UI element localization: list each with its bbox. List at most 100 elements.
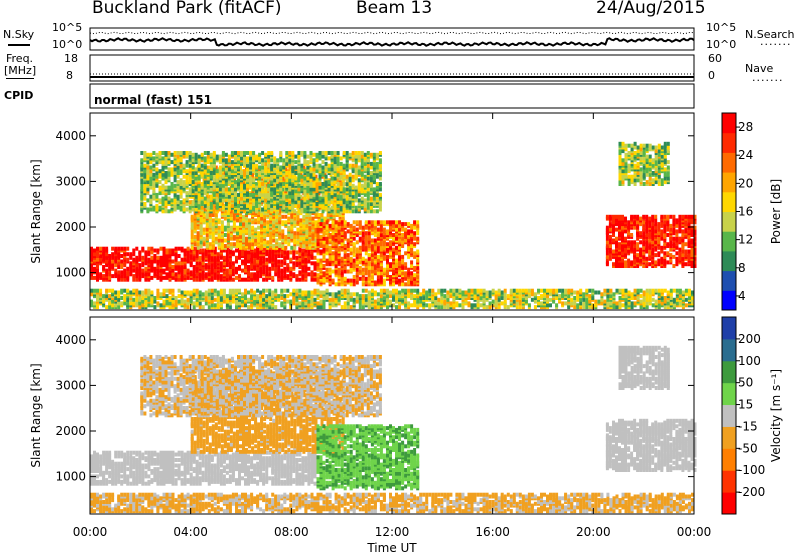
data-cell xyxy=(219,274,223,279)
data-cell xyxy=(334,264,338,268)
data-cell xyxy=(202,236,206,241)
data-cell xyxy=(340,227,344,232)
data-cell xyxy=(311,216,315,221)
data-cell xyxy=(348,152,352,157)
data-cell xyxy=(267,192,271,197)
data-cell xyxy=(255,172,259,177)
data-cell xyxy=(303,169,307,174)
data-cell xyxy=(410,229,414,234)
data-cell xyxy=(404,227,408,232)
data-cell xyxy=(195,261,199,266)
data-cell xyxy=(328,267,332,272)
data-cell xyxy=(245,229,248,234)
data-cell xyxy=(241,248,244,253)
data-cell xyxy=(203,187,207,192)
data-cell xyxy=(324,191,328,196)
data-cell xyxy=(294,194,298,199)
data-cell xyxy=(345,203,349,208)
data-cell xyxy=(240,200,243,205)
data-cell xyxy=(144,266,148,271)
data-cell xyxy=(337,240,341,245)
data-cell xyxy=(316,234,320,239)
freq-underline xyxy=(6,78,34,79)
data-cell xyxy=(186,257,190,262)
data-cell xyxy=(93,275,96,280)
data-cell xyxy=(285,158,289,163)
data-cell xyxy=(289,257,293,262)
data-cell xyxy=(360,154,364,159)
data-cell xyxy=(143,196,147,201)
data-cell xyxy=(251,238,255,243)
data-cell xyxy=(120,296,124,300)
data-cell xyxy=(259,268,263,273)
data-cell xyxy=(363,203,367,208)
data-cell xyxy=(370,227,374,232)
data-cell xyxy=(280,268,284,273)
data-cell xyxy=(268,248,272,253)
data-cell xyxy=(247,259,250,264)
data-cell xyxy=(245,222,248,227)
data-cell xyxy=(407,229,411,234)
data-cell xyxy=(343,269,347,274)
data-cell xyxy=(197,183,201,188)
data-cell xyxy=(367,244,371,248)
nave-label: Nave xyxy=(745,62,774,75)
data-cell xyxy=(199,240,203,245)
data-cell xyxy=(273,200,277,205)
data-cell xyxy=(340,231,344,236)
data-cell xyxy=(325,236,329,241)
data-cell xyxy=(189,270,193,275)
data-cell xyxy=(192,246,196,251)
data-cell xyxy=(149,169,153,174)
data-cell xyxy=(336,209,340,214)
data-cell xyxy=(297,176,301,181)
data-cell xyxy=(164,185,168,190)
data-cell xyxy=(207,268,211,273)
data-cell xyxy=(389,227,392,232)
data-cell xyxy=(191,207,195,212)
data-cell xyxy=(179,200,183,205)
data-cell xyxy=(239,231,242,236)
data-cell xyxy=(330,187,334,192)
data-cell xyxy=(179,178,183,183)
data-cell xyxy=(332,209,336,214)
data-cell xyxy=(105,294,109,299)
data-cell xyxy=(282,200,286,205)
data-cell xyxy=(266,223,270,228)
data-cell xyxy=(248,242,251,247)
data-cell xyxy=(312,182,316,186)
data-cell xyxy=(312,192,316,197)
data-cell xyxy=(111,288,115,293)
data-cell xyxy=(185,180,189,185)
data-cell xyxy=(182,151,186,155)
data-cell xyxy=(194,202,198,206)
data-cell xyxy=(246,198,249,203)
data-cell xyxy=(212,191,216,196)
data-cell xyxy=(192,255,196,260)
data-cell xyxy=(285,171,289,175)
data-cell xyxy=(266,220,270,225)
data-cell xyxy=(227,198,231,203)
data-cell xyxy=(249,192,253,197)
data-cell xyxy=(199,244,203,248)
data-cell xyxy=(274,263,278,268)
data-cell xyxy=(357,151,361,155)
data-cell xyxy=(200,182,204,186)
data-cell xyxy=(149,182,153,186)
data-cell xyxy=(339,161,343,166)
data-cell xyxy=(311,234,315,239)
data-cell xyxy=(141,255,145,260)
data-cell xyxy=(336,200,340,205)
data-cell xyxy=(255,200,259,205)
data-cell xyxy=(126,252,130,257)
data-cell xyxy=(186,275,190,280)
data-cell xyxy=(257,211,261,216)
data-cell xyxy=(398,262,401,267)
data-cell xyxy=(335,223,339,228)
data-cell xyxy=(250,255,254,260)
data-cell xyxy=(162,268,166,273)
data-cell xyxy=(227,203,231,208)
data-cell xyxy=(218,192,222,197)
data-cell xyxy=(147,257,151,262)
data-cell xyxy=(186,246,190,251)
